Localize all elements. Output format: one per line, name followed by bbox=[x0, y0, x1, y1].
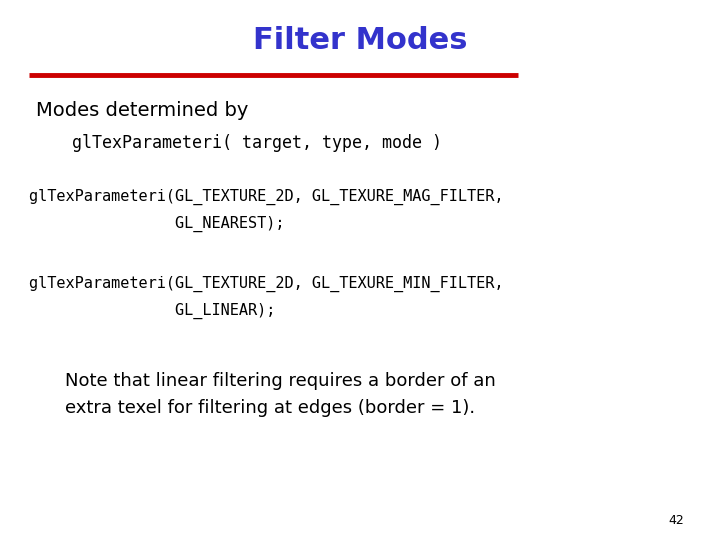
Text: GL_LINEAR);: GL_LINEAR); bbox=[29, 302, 275, 319]
Text: 42: 42 bbox=[668, 514, 684, 526]
Text: Filter Modes: Filter Modes bbox=[253, 26, 467, 55]
Text: glTexParameteri(GL_TEXTURE_2D, GL_TEXURE_MIN_FILTER,: glTexParameteri(GL_TEXTURE_2D, GL_TEXURE… bbox=[29, 275, 503, 292]
Text: Modes determined by: Modes determined by bbox=[36, 101, 248, 120]
Text: Note that linear filtering requires a border of an: Note that linear filtering requires a bo… bbox=[65, 372, 495, 390]
Text: GL_NEAREST);: GL_NEAREST); bbox=[29, 216, 284, 232]
Text: glTexParameteri( target, type, mode ): glTexParameteri( target, type, mode ) bbox=[72, 134, 442, 152]
Text: extra texel for filtering at edges (border = 1).: extra texel for filtering at edges (bord… bbox=[65, 399, 475, 417]
Text: glTexParameteri(GL_TEXTURE_2D, GL_TEXURE_MAG_FILTER,: glTexParameteri(GL_TEXTURE_2D, GL_TEXURE… bbox=[29, 189, 503, 205]
